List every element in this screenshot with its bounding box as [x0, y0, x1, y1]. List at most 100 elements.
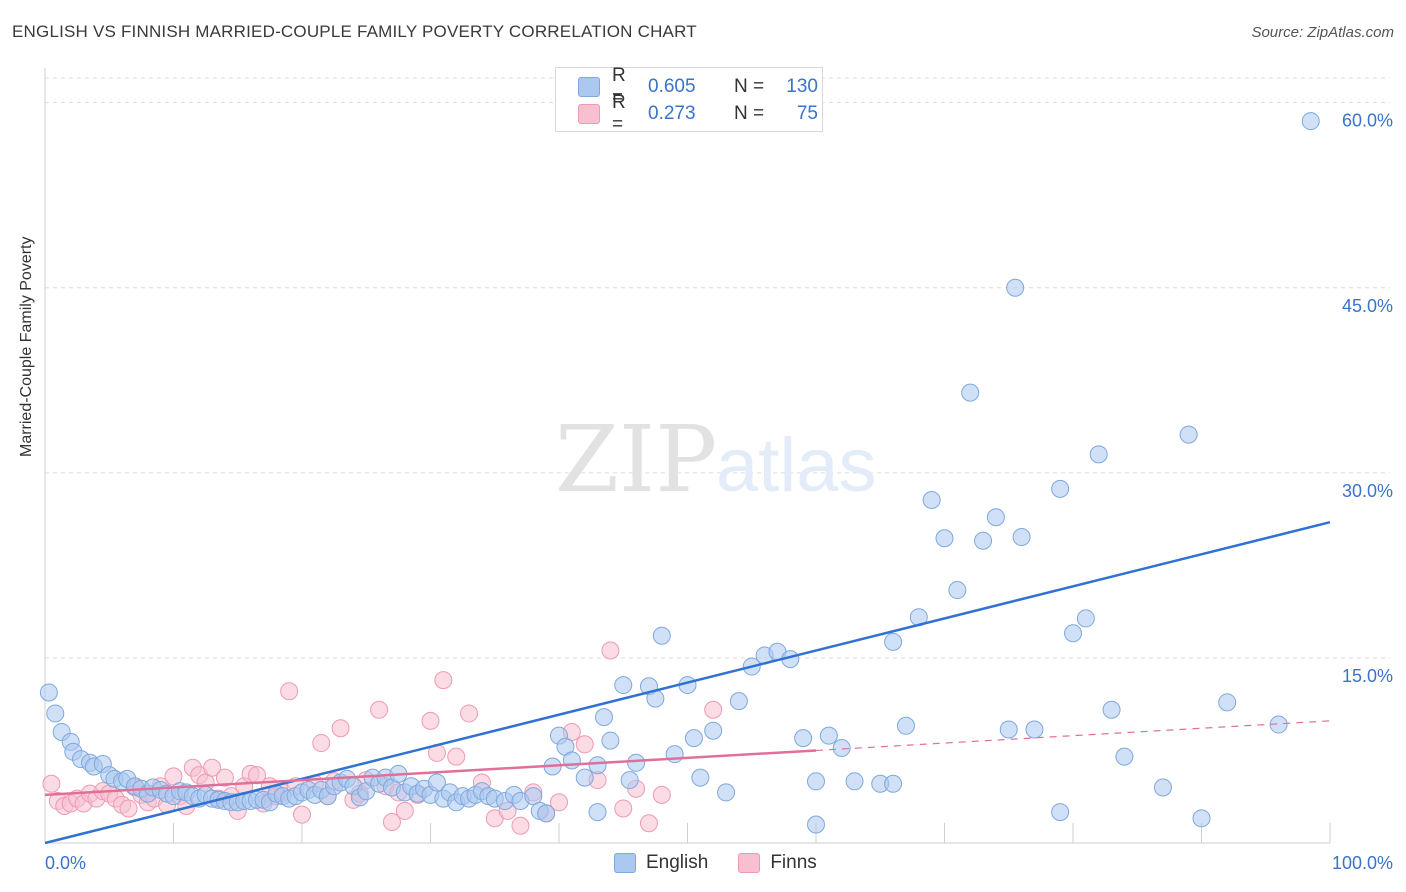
x-tick-label: 0.0% — [45, 853, 86, 873]
correlation-legend: R = 0.605 N = 130 R = 0.273 N = 75 — [555, 65, 823, 135]
english-point — [601, 731, 620, 750]
r-value: 0.273 — [648, 103, 696, 124]
tick-labels: 15.0% 30.0% 45.0% 60.0% 0.0% 100.0% — [45, 111, 1393, 873]
english-point — [537, 804, 556, 823]
finns-point — [614, 799, 633, 818]
finns-swatch — [738, 853, 761, 873]
finns-point — [434, 671, 453, 690]
english-point — [729, 692, 748, 711]
english-point — [1218, 693, 1237, 712]
english-point — [819, 726, 838, 745]
english-swatch — [578, 77, 600, 97]
finns-point — [164, 767, 183, 786]
english-point — [807, 815, 825, 834]
series-legend: English Finns — [614, 852, 847, 874]
english-swatch — [614, 853, 636, 873]
y-tick-label: 60.0% — [1342, 111, 1393, 131]
english-point — [1179, 425, 1198, 444]
legend-label-english: English — [646, 852, 709, 873]
finns-point — [370, 700, 389, 719]
axes — [44, 68, 1331, 844]
english-point — [652, 626, 671, 645]
english-point — [974, 531, 993, 550]
english-point — [794, 729, 813, 748]
finns-trend-line — [44, 749, 817, 797]
english-point — [575, 768, 594, 787]
english-point — [627, 753, 646, 772]
english-point — [961, 383, 980, 402]
finns-point — [550, 793, 568, 812]
english-point — [524, 787, 543, 806]
watermark-zip: ZIP — [555, 406, 717, 513]
finns-point — [42, 774, 61, 793]
finns-point — [293, 805, 311, 824]
x-tick-label: 100.0% — [1332, 853, 1393, 873]
legend-row-finns: R = 0.273 N = 75 — [578, 92, 818, 135]
english-point — [1064, 624, 1082, 643]
n-value: 130 — [786, 76, 818, 97]
legend-item-english[interactable]: English — [614, 852, 708, 874]
english-point — [986, 508, 1005, 527]
english-point — [845, 772, 864, 791]
english-point — [999, 720, 1018, 739]
finns-point — [601, 641, 620, 660]
english-point — [1025, 720, 1044, 739]
finns-point — [460, 704, 479, 723]
english-point — [1192, 809, 1211, 828]
n-value: 75 — [796, 103, 818, 124]
finns-point — [421, 711, 440, 730]
n-label: N = — [734, 103, 765, 124]
finns-points — [42, 641, 723, 835]
english-point — [1269, 715, 1288, 734]
english-point — [46, 704, 65, 723]
finns-point — [575, 735, 594, 754]
english-point — [588, 803, 607, 822]
english-point — [1089, 445, 1108, 464]
english-point — [1006, 278, 1025, 297]
finns-point — [639, 814, 658, 833]
english-point — [588, 756, 607, 775]
watermark-atlas: atlas — [716, 423, 877, 508]
finns-point — [331, 719, 350, 738]
english-point — [832, 738, 851, 757]
finns-point — [119, 799, 138, 818]
english-point — [884, 632, 903, 651]
r-label: R = — [612, 65, 626, 108]
english-point — [1051, 803, 1070, 822]
finns-point — [312, 734, 331, 753]
english-point — [427, 773, 446, 792]
english-point — [807, 772, 825, 791]
finns-point — [447, 747, 466, 766]
watermark: ZIP atlas — [555, 406, 877, 513]
english-point — [1076, 609, 1095, 628]
english-point — [717, 783, 736, 802]
finns-point — [215, 768, 234, 787]
n-label: N = — [734, 76, 765, 97]
finns-point — [395, 801, 414, 820]
english-point — [691, 768, 710, 787]
english-point — [684, 729, 703, 748]
legend-item-finns[interactable]: Finns — [738, 852, 817, 874]
english-point — [884, 774, 903, 793]
english-points — [39, 112, 1320, 834]
english-point — [948, 581, 967, 600]
english-point — [1051, 479, 1070, 498]
finns-point — [652, 785, 671, 804]
finns-point — [203, 758, 222, 777]
english-trend-line — [44, 520, 1331, 845]
english-point — [935, 529, 954, 548]
legend-label-finns: Finns — [770, 852, 817, 873]
finns-point — [704, 700, 723, 719]
y-tick-label: 45.0% — [1342, 296, 1393, 316]
finns-swatch — [578, 104, 600, 124]
english-point — [896, 716, 915, 735]
english-point — [562, 751, 581, 770]
english-point — [1102, 700, 1121, 719]
finns-point — [280, 682, 299, 701]
y-tick-label: 30.0% — [1342, 481, 1393, 501]
english-point — [620, 771, 639, 790]
english-point — [704, 721, 723, 740]
english-point — [1115, 747, 1134, 766]
chart-title: ENGLISH VS FINNISH MARRIED-COUPLE FAMILY… — [12, 22, 697, 41]
